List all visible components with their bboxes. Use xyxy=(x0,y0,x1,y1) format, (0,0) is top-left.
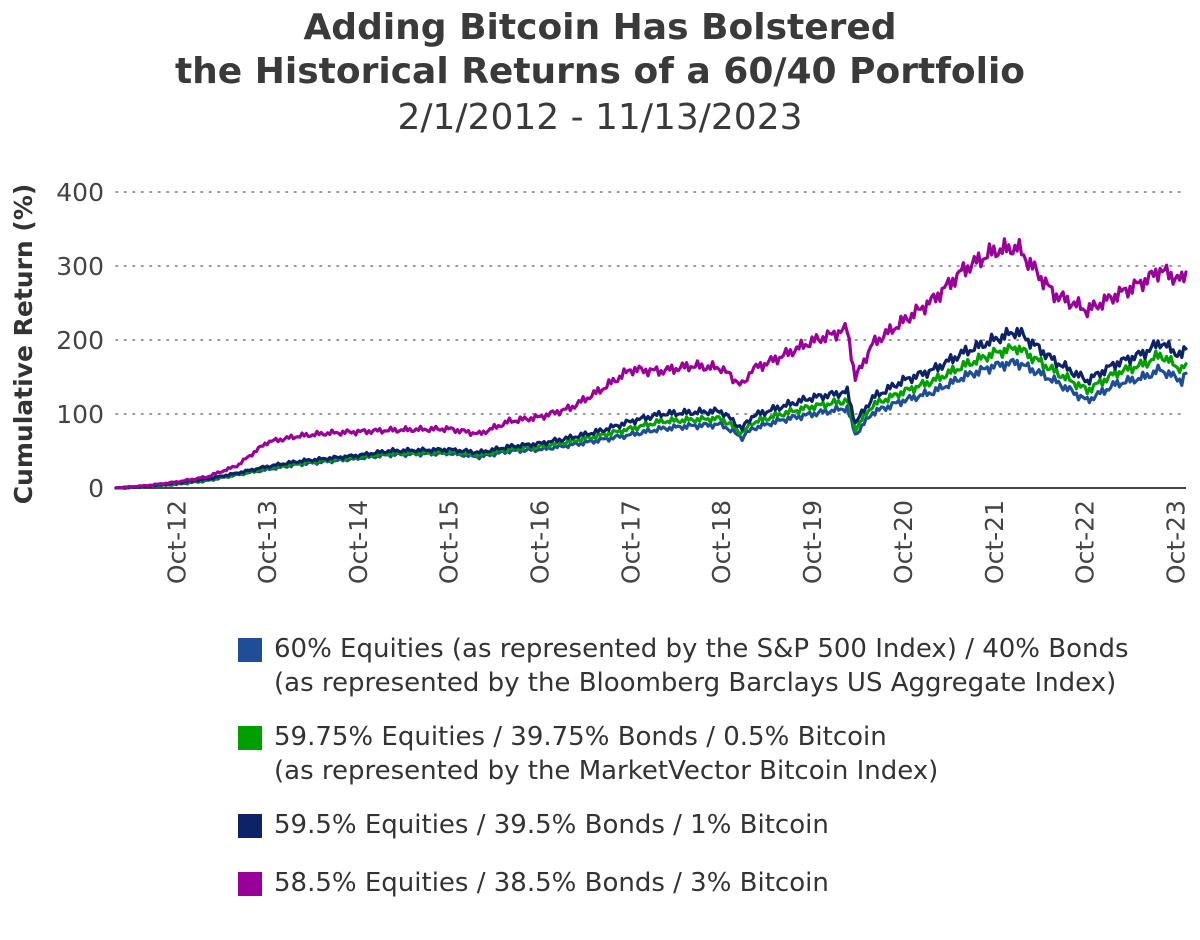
x-tick-labels: Oct-12 Oct-13 Oct-14 Oct-15 Oct-16 Oct-17 Oct-… xyxy=(162,500,1190,584)
y-tick-label: 100 xyxy=(56,400,104,429)
x-tick-label: Oct-20 xyxy=(889,500,918,584)
legend-swatch-3-bitcoin xyxy=(238,872,262,896)
chart-title-line-2: the Historical Returns of a 60/40 Portfo… xyxy=(174,51,1026,92)
series-lines xyxy=(114,237,1188,490)
legend-label-line: (as represented by the MarketVector Bitc… xyxy=(274,756,939,786)
legend: 60% Equities (as represented by the S&P … xyxy=(238,632,1188,900)
series-line-2 xyxy=(114,326,1188,490)
y-tick-label: 200 xyxy=(56,326,104,355)
legend-label-line: 58.5% Equities / 38.5% Bonds / 3% Bitcoi… xyxy=(274,868,829,898)
series-line-3 xyxy=(114,237,1188,490)
series-line-1 xyxy=(114,343,1188,490)
legend-item-60-40: 60% Equities (as represented by the S&P … xyxy=(238,632,1188,700)
chart-titles: Adding Bitcoin Has Bolstered the Histori… xyxy=(0,6,1200,142)
x-tick-label: Oct-21 xyxy=(980,500,1009,584)
x-tick-label: Oct-13 xyxy=(253,500,282,584)
legend-item-0.5-bitcoin: 59.75% Equities / 39.75% Bonds / 0.5% Bi… xyxy=(238,720,1188,788)
y-tick-label: 300 xyxy=(56,252,104,281)
legend-swatch-60-40 xyxy=(238,638,262,662)
legend-swatch-1-bitcoin xyxy=(238,814,262,838)
y-tick-label: 0 xyxy=(88,474,104,503)
legend-swatch-0.5-bitcoin xyxy=(238,726,262,750)
chart-subtitle: 2/1/2012 - 11/13/2023 xyxy=(397,97,803,138)
x-tick-label: Oct-23 xyxy=(1161,500,1190,584)
x-tick-label: Oct-12 xyxy=(162,500,191,584)
legend-label-line: (as represented by the Bloomberg Barclay… xyxy=(274,668,1117,698)
y-tick-labels: 0 100 200 300 400 xyxy=(56,178,104,503)
legend-label-line: 59.75% Equities / 39.75% Bonds / 0.5% Bi… xyxy=(274,722,887,752)
y-tick-label: 400 xyxy=(56,178,104,207)
x-tick-label: Oct-22 xyxy=(1071,500,1100,584)
y-axis-label: Cumulative Return (%) xyxy=(9,184,38,505)
legend-label-line: 59.5% Equities / 39.5% Bonds / 1% Bitcoi… xyxy=(274,810,829,840)
x-tick-label: Oct-17 xyxy=(616,500,645,584)
legend-label-line: 60% Equities (as represented by the S&P … xyxy=(274,634,1129,664)
x-tick-label: Oct-14 xyxy=(344,500,373,584)
chart-title-line-1: Adding Bitcoin Has Bolstered xyxy=(303,7,897,48)
x-tick-label: Oct-18 xyxy=(707,500,736,584)
x-tick-label: Oct-15 xyxy=(435,500,464,584)
x-tick-label: Oct-16 xyxy=(526,500,555,584)
x-tick-label: Oct-19 xyxy=(798,500,827,584)
y-gridlines xyxy=(115,191,1187,415)
legend-item-1-bitcoin: 59.5% Equities / 39.5% Bonds / 1% Bitcoi… xyxy=(238,808,1188,842)
legend-item-3-bitcoin: 58.5% Equities / 38.5% Bonds / 3% Bitcoi… xyxy=(238,866,1188,900)
